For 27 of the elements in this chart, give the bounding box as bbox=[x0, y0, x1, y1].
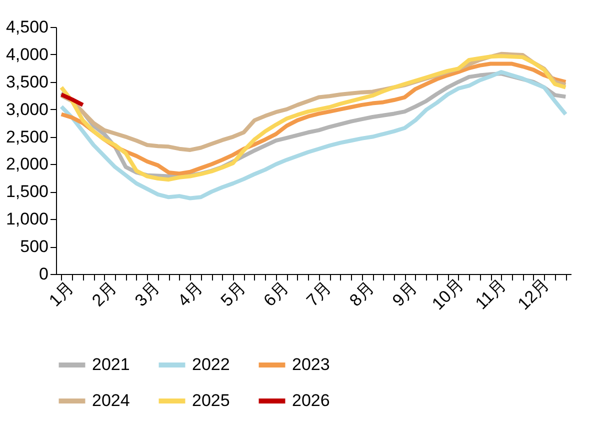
y-tick-label: 1,000 bbox=[6, 210, 48, 229]
legend-label: 2026 bbox=[292, 391, 330, 410]
x-tick-label: 2月 bbox=[88, 278, 121, 310]
y-tick-label: 4,000 bbox=[6, 44, 48, 64]
y-tick-label: 2,000 bbox=[6, 154, 48, 174]
y-tick-label: 3,000 bbox=[6, 100, 48, 119]
x-tick-label: 10月 bbox=[428, 274, 468, 314]
legend-label: 2025 bbox=[192, 391, 230, 410]
line-series bbox=[59, 70, 568, 200]
y-tick-label: 1,500 bbox=[6, 182, 48, 202]
legend-label: 2022 bbox=[192, 355, 230, 374]
legend-label: 2021 bbox=[92, 355, 130, 374]
x-tick-label: 11月 bbox=[472, 275, 510, 314]
x-tick-label: 6月 bbox=[260, 278, 292, 310]
y-tick-label: 500 bbox=[20, 237, 48, 256]
x-tick-label: 5月 bbox=[217, 278, 250, 310]
x-tick-label: 8月 bbox=[346, 278, 378, 310]
y-tick-label: 3,500 bbox=[6, 72, 48, 92]
y-tick-label: 4,500 bbox=[6, 18, 48, 36]
legend-label: 2024 bbox=[92, 391, 130, 410]
legend-label: 2023 bbox=[292, 355, 330, 374]
x-tick-label: 12月 bbox=[514, 274, 554, 314]
x-tick-label: 9月 bbox=[388, 278, 421, 310]
x-tick-label: 7月 bbox=[302, 278, 336, 310]
y-tick-label: 2,500 bbox=[6, 127, 48, 146]
x-tick-label: 3月 bbox=[131, 278, 164, 310]
x-tick-label: 4月 bbox=[174, 278, 206, 310]
